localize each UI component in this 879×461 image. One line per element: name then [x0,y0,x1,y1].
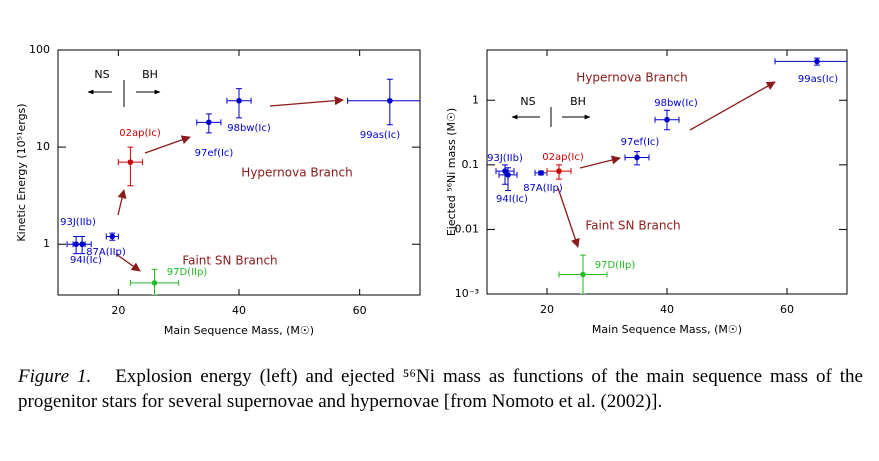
y-error-bar [505,167,511,192]
point-label: 97D(IIp) [595,260,636,271]
arrow [144,135,191,154]
point-label: 98bw(Ic) [227,123,271,134]
y-error-bar [127,146,134,187]
point-label: 97ef(Ic) [195,148,234,159]
annotations-right: NS BH Hypernova Branch Faint SN Branch [511,71,776,248]
point-label: 87A(IIp) [523,183,563,194]
point [556,168,562,174]
annotation: NS [94,68,109,81]
y-tick-label: 0.1 [462,158,480,171]
x-axis-label: Main Sequence Mass, (M☉) [592,323,742,336]
point-label: 99as(Ic) [360,130,400,141]
point [109,233,116,240]
point [79,241,85,248]
y-tick-label: 1 [43,237,50,250]
y-tick-label: 10⁻³ [455,287,479,300]
point-label: 94I(Ic) [70,255,102,266]
point [505,172,511,178]
point [538,170,544,176]
points [495,57,847,294]
caption-label: Figure 1. [18,366,92,387]
point-label: 99as(Ic) [798,74,838,85]
annotation: Hypernova Branch [241,166,352,180]
x-tick-label: 40 [232,304,246,317]
arrow [117,189,127,216]
point [206,119,212,126]
annotation: Faint SN Branch [585,219,680,233]
caption-text: Explosion energy (left) and ejected ⁵⁶Ni… [18,366,863,412]
point [664,116,670,123]
point-label: 98bw(Ic) [654,98,698,109]
point [634,154,640,161]
point [814,58,820,65]
caption: Figure 1. Explosion energy (left) and eje… [18,364,863,414]
annotation: BH [570,95,586,108]
chart: 20 40 60 1 10 100 Main Sequence Mass, (M☉) Kine… [15,43,421,337]
point-label: 94I(Ic) [496,194,528,205]
annotation: Faint SN Branch [182,254,277,268]
x-tick-label: 20 [540,303,554,316]
annotations-left: NS BH Hypernova Branch Faint SN Branch [87,68,353,272]
x-tick-label: 60 [780,303,794,316]
arrow [579,155,621,169]
point-label: 02ap(Ic) [119,128,161,139]
point [236,97,242,104]
point-label: 93J(IIb) [60,217,96,228]
point-label: 93J(IIb) [487,153,523,164]
point-label: 97D(IIp) [167,267,208,278]
arrow [557,187,580,248]
arrow [115,253,141,272]
point [387,97,393,104]
x-tick-label: 40 [660,303,674,316]
y-tick-label: 10 [36,140,50,153]
point [502,168,508,174]
chart: 20 40 60 10⁻³ 0.01 0.1 1 Main Sequence Mass, (M… [445,49,848,336]
x-tick-label: 60 [353,304,367,317]
y-axis-label: Kinetic Energy (10⁵¹ergs) [15,103,28,241]
point [127,159,134,165]
point-label: 87A(IIp) [86,247,126,258]
points [66,78,420,295]
annotation: NS [520,95,535,108]
x-axis-label: Main Sequence Mass, (M☉) [164,324,314,337]
point-label: 02ap(Ic) [542,152,584,163]
point [580,271,586,278]
point [151,280,158,286]
x-tick-label: 20 [111,304,125,317]
y-tick-label: 0.01 [455,222,480,235]
annotation: BH [142,68,158,81]
arrow [269,96,344,107]
annotation: Hypernova Branch [576,71,687,85]
y-tick-label: 100 [29,43,50,56]
y-axis-label: Ejected ⁵⁶Ni mass (M☉) [445,108,458,236]
arrow [689,81,776,131]
y-tick-label: 1 [472,93,479,106]
figure: NS BH Hypernova Branch Faint SN Branch N… [15,43,848,337]
point-label: 97ef(Ic) [621,137,660,148]
